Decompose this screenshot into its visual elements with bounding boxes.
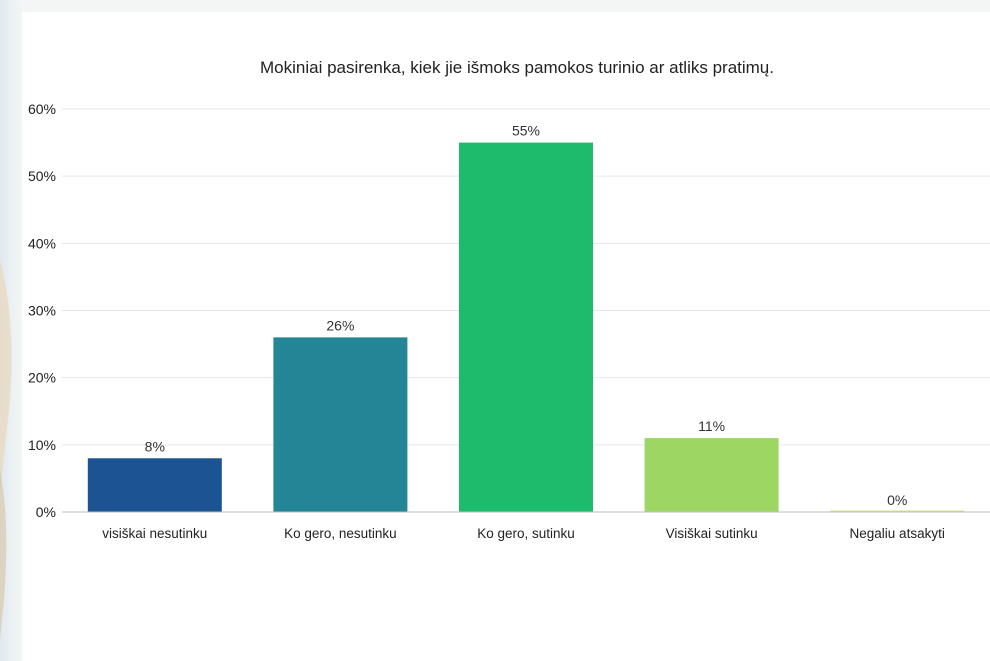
x-category-label: Negaliu atsakyti	[850, 526, 945, 541]
y-tick-label: 30%	[28, 303, 56, 319]
bar[interactable]	[644, 438, 779, 512]
background-decoration	[0, 260, 12, 640]
y-tick-label: 20%	[28, 370, 56, 386]
x-category-label: visiškai nesutinku	[102, 526, 207, 541]
x-category-label: Ko gero, sutinku	[477, 526, 575, 541]
y-tick-label: 50%	[28, 168, 56, 184]
y-tick-label: 10%	[28, 437, 56, 453]
chart-title: Mokiniai pasirenka, kiek jie išmoks pamo…	[260, 58, 774, 77]
y-tick-label: 60%	[28, 101, 56, 117]
category-labels: visiškai nesutinku Ko gero, nesutinku Ko g…	[102, 526, 945, 541]
bar[interactable]	[273, 337, 408, 512]
bar[interactable]	[87, 458, 222, 512]
bar-value-label: 0%	[887, 492, 907, 508]
y-tick-label: 40%	[28, 235, 56, 251]
bar[interactable]	[830, 510, 965, 513]
bars	[87, 142, 965, 513]
value-labels: 8% 26% 55% 11% 0%	[145, 123, 908, 508]
bar-value-label: 26%	[326, 317, 354, 333]
y-tick-label: 0%	[36, 504, 56, 520]
y-axis-ticks: 0% 10% 20% 30% 40% 50% 60%	[28, 101, 56, 520]
x-category-label: Ko gero, nesutinku	[284, 526, 397, 541]
bar[interactable]	[459, 142, 593, 513]
bar-value-label: 55%	[512, 123, 540, 139]
x-category-label: Visiškai sutinku	[666, 526, 758, 541]
bar-value-label: 8%	[145, 438, 165, 454]
bar-value-label: 11%	[698, 418, 725, 434]
